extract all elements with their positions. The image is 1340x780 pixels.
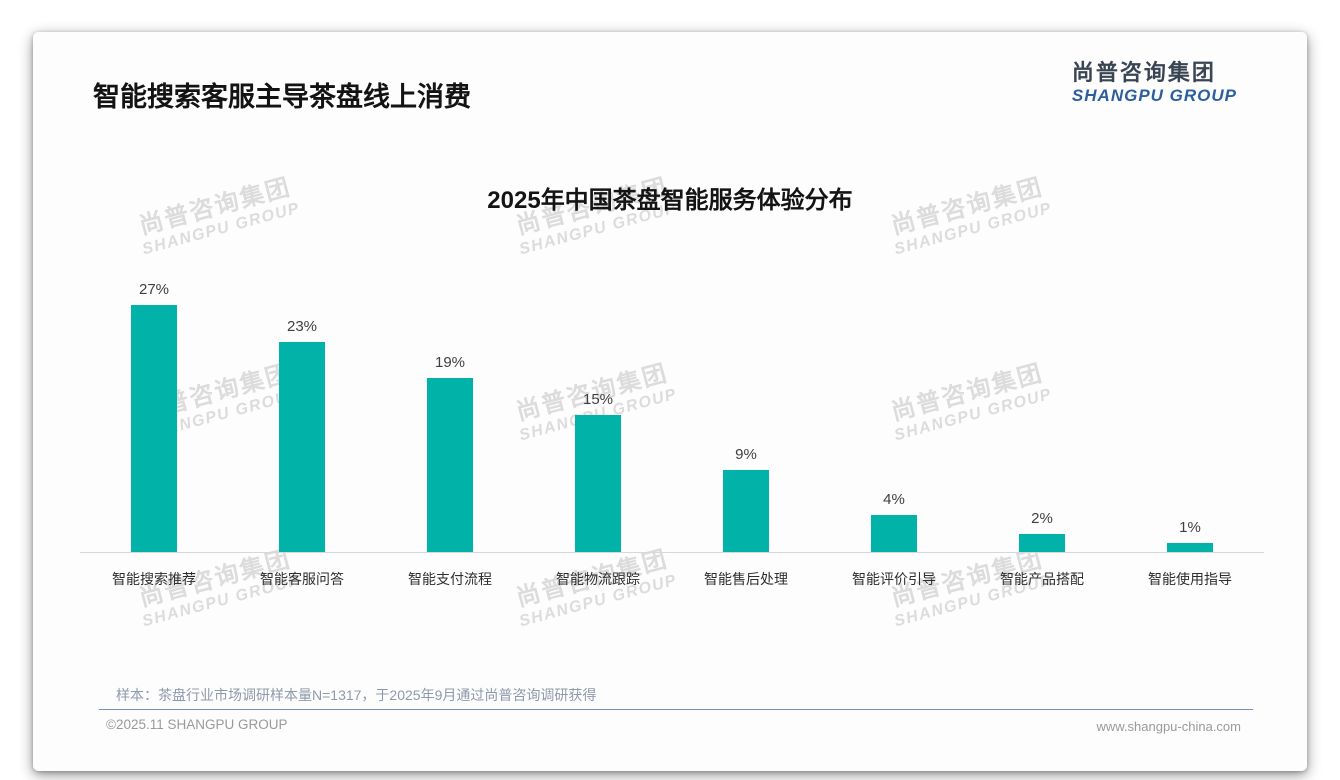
bar-value-label: 1%: [1179, 519, 1201, 536]
company-logo: 尚普咨询集团 SHANGPU GROUP: [1072, 59, 1237, 106]
bar-column: 19%: [376, 354, 524, 552]
logo-chinese-text: 尚普咨询集团: [1071, 60, 1216, 85]
footer-divider: [99, 709, 1253, 710]
bar: [279, 342, 325, 552]
category-label: 智能使用指导: [1148, 571, 1232, 587]
website-url: www.shangpu-china.com: [1096, 719, 1241, 734]
bar-column: 9%: [672, 446, 820, 552]
category-axis: 智能搜索推荐 智能客服问答 智能支付流程 智能物流跟踪 智能售后处理 智能评价引导 智能产品…: [80, 569, 1264, 589]
bar-column: 2%: [968, 510, 1116, 552]
bar: [871, 515, 917, 552]
bar-column: 1%: [1116, 519, 1264, 552]
logo-english-text: SHANGPU GROUP: [1071, 86, 1237, 105]
watermark: 尚普咨询集团 SHANGPU GROUP: [872, 542, 1067, 636]
bar: [723, 470, 769, 552]
copyright-text: ©2025.11 SHANGPU GROUP: [106, 717, 288, 732]
bar: [131, 305, 177, 552]
bar-value-label: 4%: [883, 491, 905, 508]
watermark: 尚普咨询集团 SHANGPU GROUP: [497, 542, 692, 636]
bar: [1167, 543, 1213, 552]
watermark: 尚普咨询集团 SHANGPU GROUP: [120, 542, 315, 636]
bar-value-label: 19%: [434, 354, 466, 371]
bar-value-label: 23%: [286, 318, 318, 335]
page-title: 智能搜索客服主导茶盘线上消费: [93, 82, 471, 112]
category-label: 智能评价引导: [852, 571, 936, 587]
category-label: 智能产品搭配: [1000, 571, 1084, 587]
bar-value-label: 2%: [1031, 510, 1053, 527]
bar-column: 15%: [524, 391, 672, 552]
sample-footnote: 样本：茶盘行业市场调研样本量N=1317，于2025年9月通过尚普咨询调研获得: [116, 687, 597, 703]
bar-column: 23%: [228, 318, 376, 552]
bar-value-label: 27%: [138, 281, 170, 298]
category-label: 智能支付流程: [408, 571, 492, 587]
category-label: 智能客服问答: [260, 571, 344, 587]
bar-value-label: 9%: [735, 446, 757, 463]
bar-column: 27%: [80, 281, 228, 552]
category-label: 智能搜索推荐: [112, 571, 196, 587]
slide-card: 尚普咨询集团 SHANGPU GROUP 尚普咨询集团 SHANGPU GROUP 尚普…: [33, 32, 1307, 771]
bar: [1019, 534, 1065, 552]
category-label: 智能物流跟踪: [556, 571, 640, 587]
plot-area: 27% 23% 19% 15% 9% 4% 2% 1%: [80, 252, 1264, 553]
bar-value-label: 15%: [582, 391, 614, 408]
chart-title: 2025年中国茶盘智能服务体验分布: [487, 187, 853, 214]
bar-column: 4%: [820, 491, 968, 552]
bar: [575, 415, 621, 552]
bar: [427, 378, 473, 552]
category-label: 智能售后处理: [704, 571, 788, 587]
